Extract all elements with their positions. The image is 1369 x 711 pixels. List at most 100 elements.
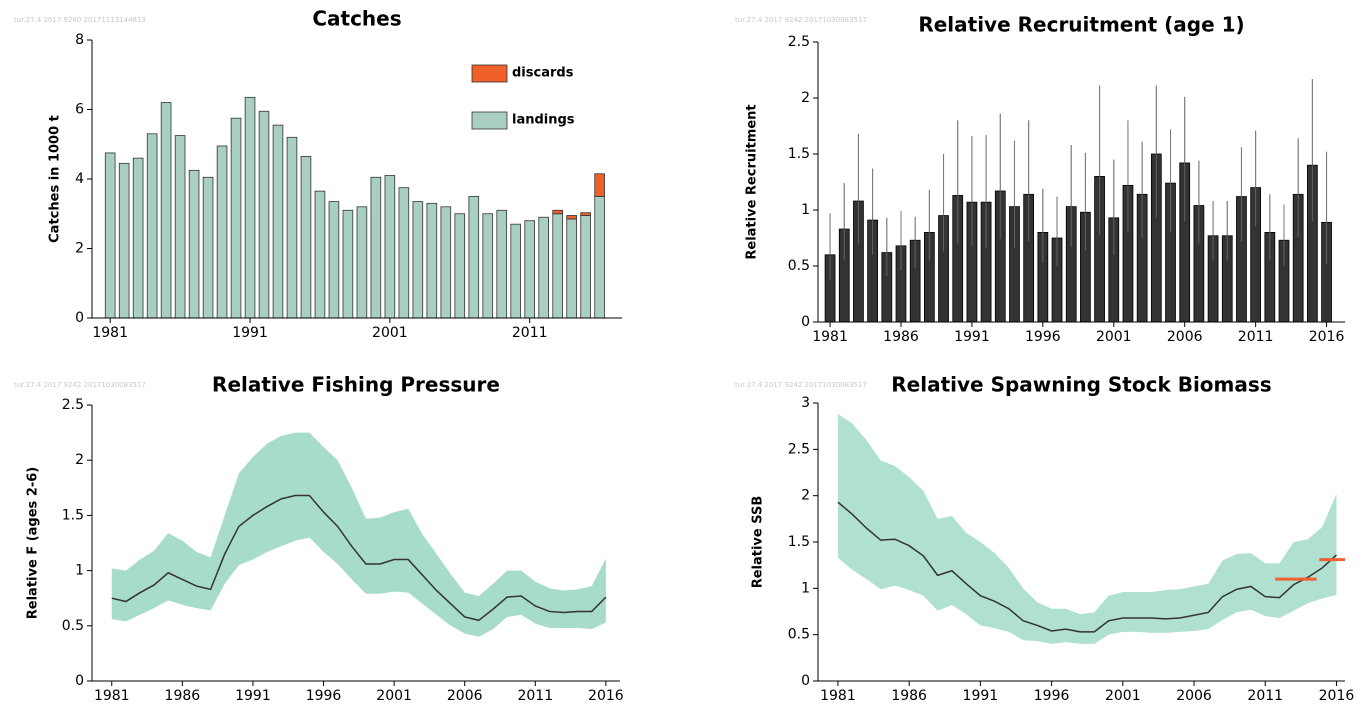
stamp: tur.27.4 2017 9242 20171030083517 bbox=[14, 381, 146, 389]
x-tick-label: 1996 bbox=[306, 688, 342, 704]
y-tick-label: 1 bbox=[801, 580, 810, 596]
chart-title: Relative Recruitment (age 1) bbox=[918, 13, 1244, 37]
bar-segment bbox=[440, 206, 452, 319]
x-tick-label: 1986 bbox=[165, 688, 201, 704]
x-tick-label: 1991 bbox=[963, 688, 999, 704]
bar-segment bbox=[580, 212, 591, 216]
y-tick-label: 0.5 bbox=[788, 258, 810, 274]
y-tick-label: 2.5 bbox=[62, 397, 84, 413]
x-tick-label: 2016 bbox=[588, 688, 624, 704]
y-tick-label: 1.5 bbox=[62, 507, 84, 523]
x-tick-label: 1981 bbox=[94, 688, 130, 704]
bar-segment bbox=[300, 156, 312, 319]
x-tick-label: 1991 bbox=[232, 325, 268, 341]
y-tick-label: 2.5 bbox=[788, 34, 810, 50]
legend-label: landings bbox=[512, 113, 575, 128]
bar-segment bbox=[356, 206, 368, 319]
y-tick-label: 1.5 bbox=[788, 146, 810, 162]
legend-label: discards bbox=[512, 66, 574, 81]
y-tick-label: 0 bbox=[75, 310, 84, 326]
stamp: tur.27.4 2017 9260 20171113144813 bbox=[14, 16, 146, 24]
x-tick-label: 2011 bbox=[1247, 688, 1283, 704]
y-tick-label: 1.5 bbox=[788, 534, 810, 550]
bar-segment bbox=[482, 213, 494, 319]
x-tick-label: 2001 bbox=[372, 325, 408, 341]
y-axis-label: Relative F (ages 2-6) bbox=[26, 467, 41, 619]
x-tick-label: 1986 bbox=[891, 688, 927, 704]
chart-panel: tur.27.4 2017 9242 20171030083517 Relativ… bbox=[735, 373, 1354, 705]
x-tick-label: 1991 bbox=[235, 688, 271, 704]
bar-segment bbox=[580, 215, 591, 319]
x-tick-label: 1996 bbox=[1034, 688, 1070, 704]
x-tick-label: 1986 bbox=[883, 329, 919, 345]
bar-segment bbox=[468, 195, 480, 319]
y-tick-label: 1 bbox=[801, 202, 810, 218]
y-tick-label: 2 bbox=[75, 241, 84, 257]
bar-segment bbox=[566, 215, 577, 220]
x-tick-label: 2016 bbox=[1319, 688, 1355, 704]
x-tick-label: 2016 bbox=[1309, 329, 1345, 345]
y-tick-label: 0 bbox=[801, 673, 810, 689]
x-tick-label: 2006 bbox=[1176, 688, 1212, 704]
confidence-band bbox=[111, 432, 606, 637]
bar-segment bbox=[384, 175, 396, 319]
bar-segment bbox=[132, 157, 144, 319]
bar-segment bbox=[552, 209, 563, 215]
y-tick-label: 6 bbox=[75, 102, 84, 118]
bar-segment bbox=[524, 220, 535, 319]
bar-segment bbox=[314, 190, 326, 319]
x-tick-label: 2001 bbox=[1096, 329, 1132, 345]
y-tick-label: 0.5 bbox=[788, 627, 810, 643]
bar-segment bbox=[104, 152, 116, 319]
bar-segment bbox=[244, 96, 256, 319]
x-tick-label: 2001 bbox=[376, 688, 412, 704]
x-tick-label: 1996 bbox=[1025, 329, 1061, 345]
bar-segment bbox=[230, 117, 242, 319]
bar-segment bbox=[174, 135, 186, 319]
y-tick-label: 0 bbox=[801, 314, 810, 330]
bar-segment bbox=[118, 162, 130, 319]
y-tick-label: 8 bbox=[75, 32, 84, 48]
bar-segment bbox=[594, 195, 605, 319]
confidence-band bbox=[837, 414, 1337, 644]
chart-title: Catches bbox=[312, 7, 401, 31]
bar-segment bbox=[188, 169, 200, 319]
x-tick-label: 1981 bbox=[820, 688, 856, 704]
line bbox=[837, 501, 1337, 633]
bar-segment bbox=[538, 216, 549, 319]
line bbox=[111, 494, 607, 622]
y-axis-label: Relative Recruitment bbox=[745, 104, 760, 259]
bar-segment bbox=[258, 110, 270, 319]
legend-swatch bbox=[471, 64, 508, 83]
x-tick-label: 2011 bbox=[517, 688, 553, 704]
bar-segment bbox=[510, 223, 522, 319]
bar-segment bbox=[552, 213, 563, 319]
y-tick-label: 1 bbox=[75, 563, 84, 579]
y-tick-label: 0.5 bbox=[62, 618, 84, 634]
bar-segment bbox=[160, 102, 172, 319]
bar-segment bbox=[496, 209, 508, 319]
x-tick-label: 1981 bbox=[812, 329, 848, 345]
x-tick-label: 2006 bbox=[447, 688, 483, 704]
x-tick-label: 2006 bbox=[1167, 329, 1203, 345]
bar-segment bbox=[328, 201, 340, 319]
bar-segment bbox=[370, 176, 382, 319]
x-tick-label: 2011 bbox=[1238, 329, 1274, 345]
x-tick-label: 2011 bbox=[512, 325, 548, 341]
chart-panel: tur.27.4 2017 9260 20171113144813 Catches… bbox=[14, 7, 622, 341]
y-tick-label: 2 bbox=[801, 90, 810, 106]
chart-title: Relative Spawning Stock Biomass bbox=[891, 373, 1271, 397]
bar-segment bbox=[426, 202, 438, 319]
bar-segment bbox=[398, 187, 410, 319]
y-tick-label: 4 bbox=[75, 171, 84, 187]
bar-segment bbox=[146, 133, 158, 319]
stamp: tur.27.4 2017 9242 20171030083517 bbox=[735, 16, 867, 24]
bar-segment bbox=[202, 176, 214, 319]
y-axis-label: Relative SSB bbox=[751, 496, 766, 589]
bar-segment bbox=[286, 136, 298, 319]
bar-segment bbox=[594, 173, 605, 197]
y-tick-label: 3 bbox=[801, 395, 810, 411]
bar-segment bbox=[412, 201, 424, 319]
y-tick-label: 2 bbox=[801, 488, 810, 504]
